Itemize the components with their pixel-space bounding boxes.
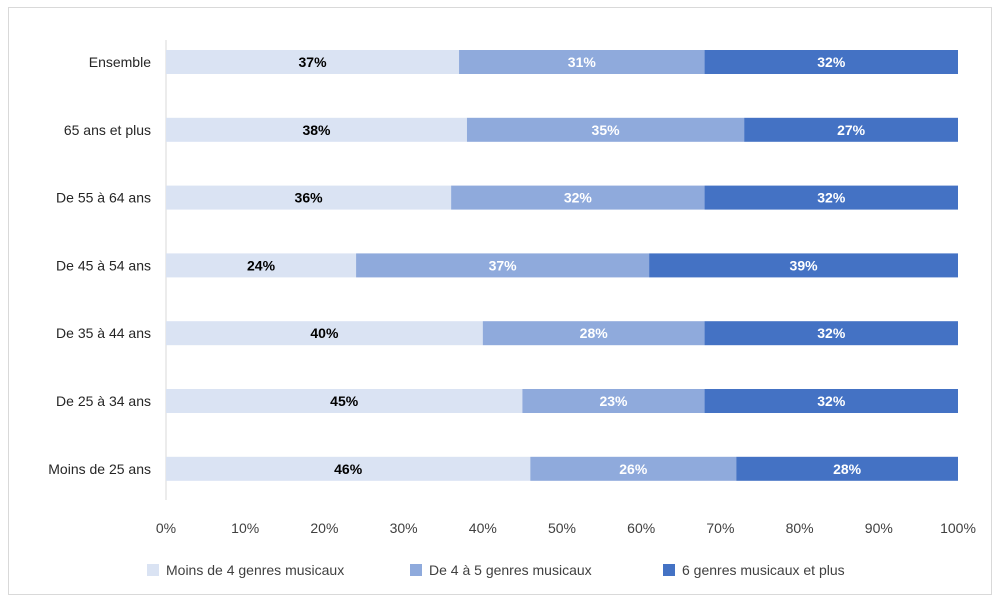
- data-label: 32%: [817, 325, 846, 341]
- category-label: 65 ans et plus: [64, 122, 151, 138]
- category-label: Ensemble: [89, 54, 151, 70]
- x-tick-label: 60%: [627, 520, 655, 536]
- bar-segment: [530, 456, 737, 481]
- data-label: 38%: [302, 122, 331, 138]
- category-label: Moins de 25 ans: [48, 461, 151, 477]
- legend-label: 6 genres musicaux et plus: [682, 562, 845, 578]
- legend-swatch: [663, 564, 675, 576]
- bar-segment: [704, 389, 958, 413]
- data-label: 40%: [310, 325, 339, 341]
- bar-segment: [166, 50, 460, 74]
- bar-segment: [736, 456, 958, 481]
- bar-segment: [166, 456, 531, 481]
- bar-segment: [704, 50, 958, 74]
- data-label: 26%: [619, 461, 648, 477]
- legend-swatch: [147, 564, 159, 576]
- bar-segment: [166, 117, 467, 142]
- category-label: De 25 à 34 ans: [56, 393, 151, 409]
- data-label: 37%: [299, 54, 328, 70]
- data-label: 32%: [817, 190, 846, 206]
- bar-segment: [704, 185, 958, 210]
- bars-group: 37% 31% 32% 38% 35% 27% 36% 32% 32% 24% 37% 39% 40% 2…: [166, 50, 958, 481]
- x-tick-label: 0%: [156, 520, 176, 536]
- bar-segment: [744, 117, 958, 142]
- bar-segment: [166, 321, 483, 346]
- bar-segment: [466, 117, 745, 142]
- legend: Moins de 4 genres musicaux De 4 à 5 genre…: [147, 562, 845, 578]
- bar-segment: [649, 253, 958, 278]
- data-label: 28%: [833, 461, 862, 477]
- category-label: De 45 à 54 ans: [56, 257, 151, 273]
- x-tick-label: 90%: [865, 520, 893, 536]
- data-label: 32%: [817, 54, 846, 70]
- legend-label: De 4 à 5 genres musicaux: [429, 562, 592, 578]
- bar-segment: [166, 389, 523, 413]
- category-labels: Ensemble 65 ans et plus De 55 à 64 ans De 4…: [48, 54, 151, 477]
- data-label: 32%: [564, 190, 593, 206]
- x-tick-labels: 0% 10% 20% 30% 40% 50% 60% 70% 80% 90% 100%: [156, 520, 976, 536]
- data-label: 31%: [568, 54, 597, 70]
- data-label: 28%: [580, 325, 609, 341]
- chart-frame: [8, 7, 992, 595]
- bar-segment: [459, 50, 705, 74]
- bar-segment: [482, 321, 705, 346]
- x-tick-label: 80%: [786, 520, 814, 536]
- bar-segment: [522, 389, 705, 413]
- x-tick-label: 20%: [310, 520, 338, 536]
- data-label: 23%: [599, 393, 628, 409]
- bar-segment: [704, 321, 958, 346]
- data-label: 27%: [837, 122, 866, 138]
- category-label: De 55 à 64 ans: [56, 190, 151, 206]
- data-label: 39%: [790, 257, 819, 273]
- legend-label: Moins de 4 genres musicaux: [166, 562, 344, 578]
- category-label: De 35 à 44 ans: [56, 325, 151, 341]
- x-tick-label: 70%: [706, 520, 734, 536]
- x-tick-label: 40%: [469, 520, 497, 536]
- data-label: 45%: [330, 393, 359, 409]
- legend-swatch: [410, 564, 422, 576]
- bar-segment: [166, 253, 357, 278]
- x-tick-label: 50%: [548, 520, 576, 536]
- x-tick-label: 10%: [231, 520, 259, 536]
- bar-segment: [356, 253, 650, 278]
- x-tick-label: 30%: [390, 520, 418, 536]
- data-label: 24%: [247, 257, 276, 273]
- data-label: 46%: [334, 461, 363, 477]
- bar-segment: [451, 185, 705, 210]
- data-label: 32%: [817, 393, 846, 409]
- bar-segment: [166, 185, 452, 210]
- x-tick-label: 100%: [940, 520, 976, 536]
- data-label: 36%: [295, 190, 324, 206]
- data-label: 37%: [489, 257, 518, 273]
- data-label: 35%: [592, 122, 621, 138]
